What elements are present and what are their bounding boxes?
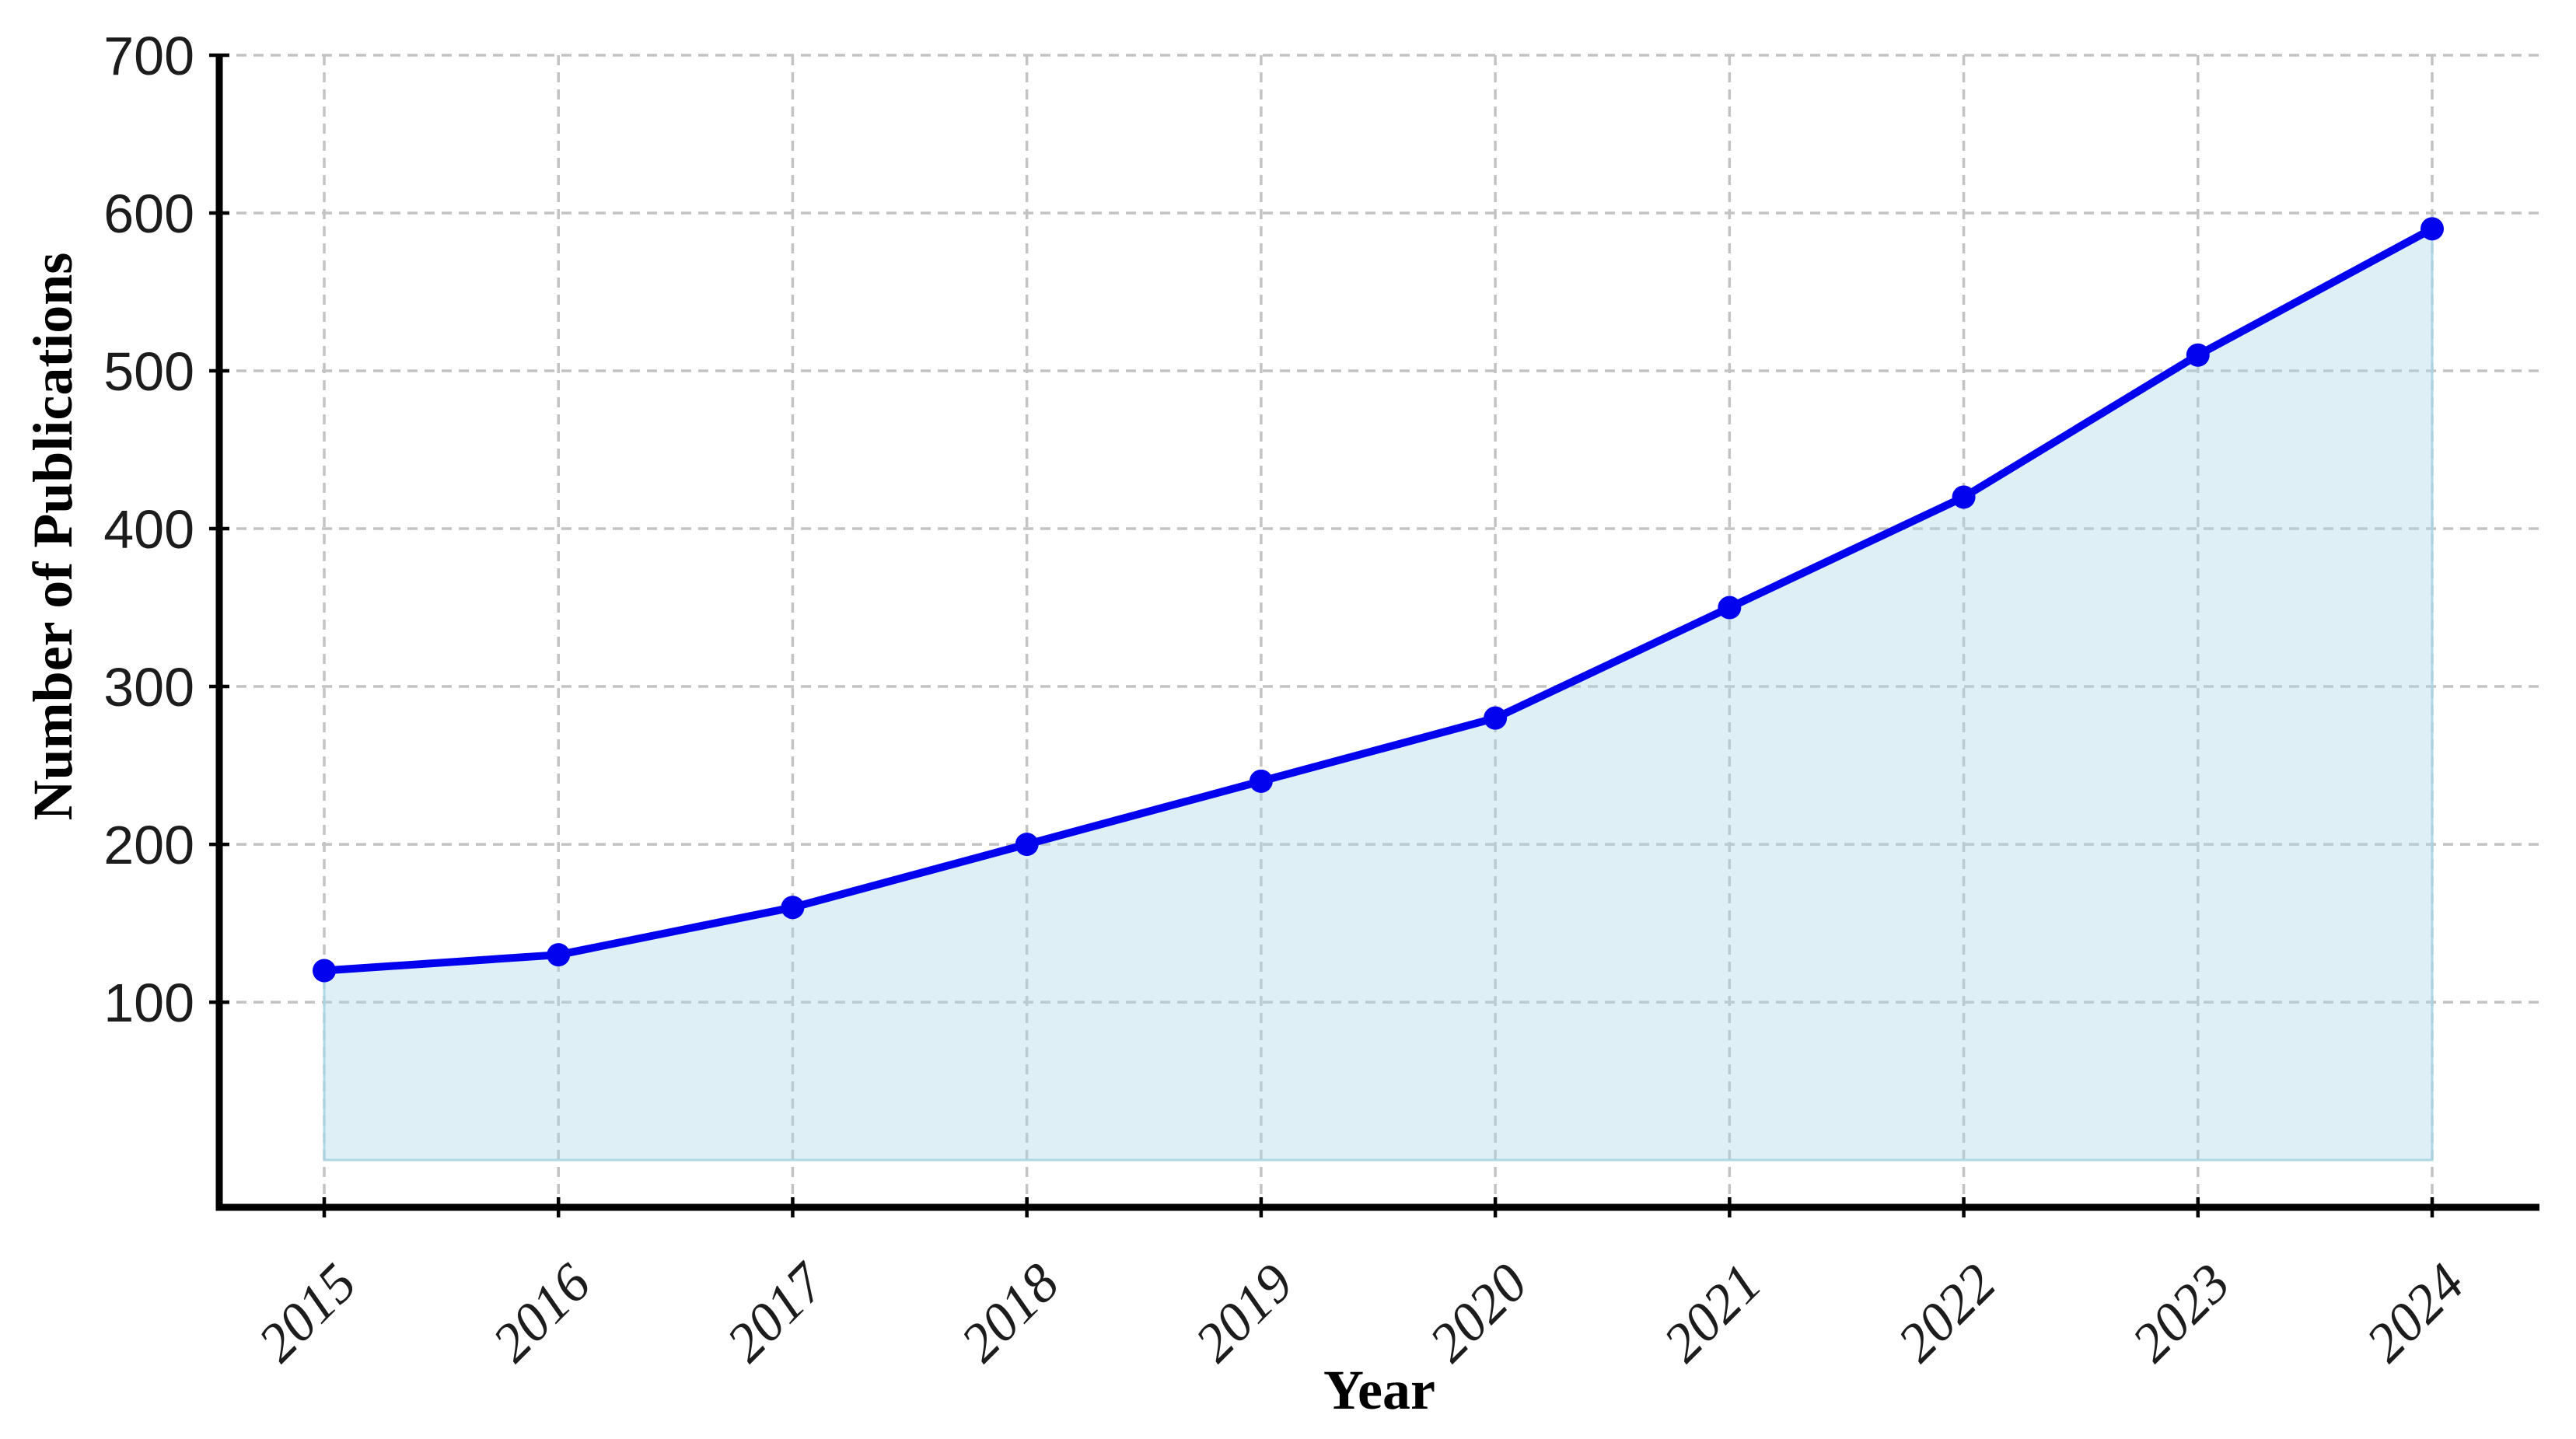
y-tick-label-400: 400 xyxy=(103,499,194,560)
data-line xyxy=(320,225,2436,975)
y-tick-label-700: 700 xyxy=(103,26,194,86)
area-fill-layer xyxy=(323,226,2434,1161)
y-tick-labels: 100 200 300 400 500 600 700 xyxy=(103,26,194,1033)
y-tick-label-600: 600 xyxy=(103,183,194,244)
x-tick-label-2016: 2016 xyxy=(481,1252,603,1374)
data-point-2016 xyxy=(547,943,571,967)
data-point-2022 xyxy=(1952,485,1976,509)
axes-spines xyxy=(215,55,2539,1211)
x-tick-label-2021: 2021 xyxy=(1652,1252,1774,1374)
data-point-2017 xyxy=(781,896,805,920)
horizontal-gridlines xyxy=(219,54,2539,1004)
y-tick-label-500: 500 xyxy=(103,341,194,402)
y-tick-label-200: 200 xyxy=(103,815,194,875)
y-axis-title: Number of Publications xyxy=(22,253,84,821)
y-tick-label-100: 100 xyxy=(103,973,194,1033)
x-tick-label-2015: 2015 xyxy=(247,1252,369,1374)
data-line-layer xyxy=(320,225,2436,975)
x-tick-label-2017: 2017 xyxy=(715,1251,837,1373)
data-point-2018 xyxy=(1015,833,1039,857)
y-tick-label-300: 300 xyxy=(103,657,194,718)
x-axis-title: Year xyxy=(1323,1359,1435,1421)
x-tick-label-2023: 2023 xyxy=(2121,1252,2242,1374)
x-tick-labels: 2015 2016 2017 2018 2019 2020 2021 2022 2023 2024 xyxy=(247,1251,2476,1373)
data-point-2024 xyxy=(2420,217,2444,241)
data-point-2019 xyxy=(1249,769,1273,793)
data-point-2021 xyxy=(1718,596,1742,620)
area-fill xyxy=(323,226,2434,1161)
data-point-2023 xyxy=(2186,343,2210,367)
x-tick-label-2022: 2022 xyxy=(1886,1252,2008,1374)
x-tick-label-2024: 2024 xyxy=(2355,1252,2476,1374)
tick-marks xyxy=(209,53,2434,1217)
x-tick-label-2020: 2020 xyxy=(1418,1252,1540,1374)
x-tick-label-2019: 2019 xyxy=(1184,1252,1305,1374)
data-point-2020 xyxy=(1484,706,1508,730)
x-tick-label-2018: 2018 xyxy=(949,1252,1071,1374)
data-point-2015 xyxy=(313,959,336,983)
data-points-layer xyxy=(313,217,2444,983)
